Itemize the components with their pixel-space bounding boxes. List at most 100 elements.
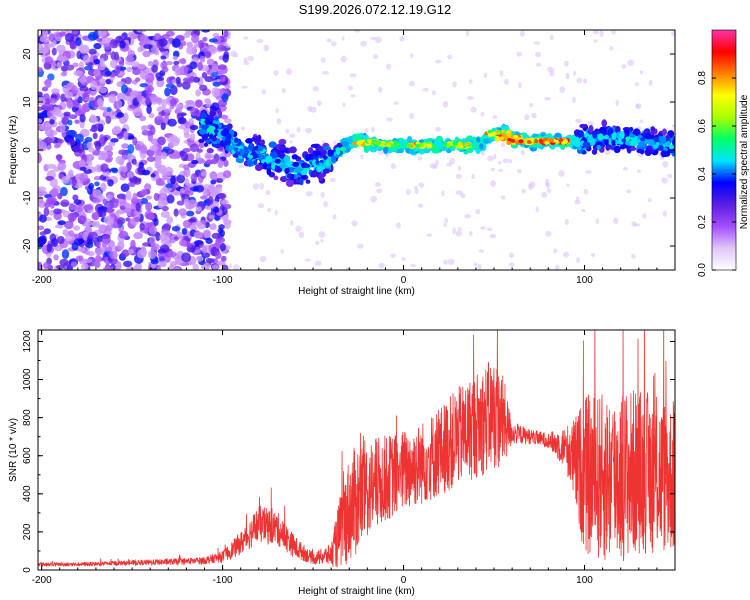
spectrum-blob xyxy=(316,165,323,173)
spectrum-blob xyxy=(212,119,220,125)
spectrum-blob xyxy=(82,54,91,64)
spectrum-blob xyxy=(127,248,135,254)
spectrum-blob xyxy=(88,182,95,190)
y-tick-label: 0 xyxy=(22,567,33,573)
spectrum-blob xyxy=(265,189,271,196)
spectrum-blob xyxy=(212,206,220,213)
x-tick-label: -200 xyxy=(32,575,52,586)
spectrum-blob xyxy=(597,133,605,141)
spectrum-blob xyxy=(57,138,64,144)
spectrum-blob xyxy=(73,204,83,214)
x-tick-label: 100 xyxy=(576,275,593,286)
spectrum-blob xyxy=(489,233,497,239)
spectrum-blob xyxy=(72,194,79,201)
spectrum-blob xyxy=(310,170,318,178)
spectrum-blob xyxy=(93,42,102,50)
spectrum-blob xyxy=(104,224,113,232)
spectrum-blob xyxy=(413,185,418,190)
spectrum-blob xyxy=(535,51,542,58)
colorbar xyxy=(711,29,737,271)
spectrum-blob xyxy=(246,159,254,167)
spectrum-blob xyxy=(259,182,265,190)
spectrum-blob xyxy=(106,106,112,113)
spectrum-blob xyxy=(662,210,667,217)
spectrum-blob xyxy=(350,94,356,98)
spectrum-blob xyxy=(214,240,221,249)
y-tick-label: 800 xyxy=(22,409,33,426)
spectrum-blob xyxy=(156,181,166,186)
spectrum-blob xyxy=(51,47,57,56)
spectrum-blob xyxy=(613,217,619,225)
spectrum-blob xyxy=(48,209,55,216)
spectrum-blob xyxy=(639,137,646,142)
spectrum-blob xyxy=(94,181,100,187)
spectrum-blob xyxy=(165,61,173,66)
x-tick-label: 100 xyxy=(576,575,593,586)
spectrum-blob xyxy=(266,167,272,176)
spectrum-blob xyxy=(339,146,347,152)
spectrum-peak xyxy=(499,136,505,141)
spectrum-blob xyxy=(363,145,370,153)
spectrum-blob xyxy=(44,127,54,137)
spectrum-blob xyxy=(88,48,97,55)
spectrum-blob xyxy=(60,71,67,77)
spectrum-blob xyxy=(107,179,114,187)
spectrum-blob xyxy=(215,251,222,260)
spectrum-blob xyxy=(275,108,279,113)
spectrum-blob xyxy=(601,119,608,128)
spectrum-blob xyxy=(590,253,596,258)
spectrum-peak xyxy=(455,144,461,149)
spectrum-blob xyxy=(211,87,221,97)
spectrum-blob xyxy=(274,209,278,216)
spectrum-blob xyxy=(103,266,110,270)
spectrum-blob xyxy=(159,188,167,198)
y-tick-label: 200 xyxy=(22,523,33,540)
spectrum-blob xyxy=(102,198,108,205)
spectrum-blob xyxy=(200,112,208,119)
spectrum-blob xyxy=(621,64,627,69)
spectrum-blob xyxy=(575,118,582,124)
spectrum-blob xyxy=(441,190,445,197)
spectrum-blob xyxy=(144,96,151,106)
spectrum-blob xyxy=(573,140,581,148)
spectrum-blob xyxy=(56,61,63,69)
spectrum-blob xyxy=(72,30,79,35)
spectrum-blob xyxy=(121,143,129,149)
spectrum-blob xyxy=(218,80,228,86)
spectrum-blob xyxy=(63,111,71,117)
spectrum-blob xyxy=(224,138,232,145)
spectrum-blob xyxy=(86,141,93,149)
spectrum-blob xyxy=(108,257,119,265)
spectrum-blob xyxy=(163,108,172,114)
colorbar-tick-label: 0.6 xyxy=(697,119,708,133)
spectrum-blob xyxy=(228,263,233,269)
spectrum-blob xyxy=(615,99,619,107)
spectrum-blob xyxy=(252,159,258,166)
spectrum-blob xyxy=(521,188,526,194)
spectrum-blob xyxy=(228,145,233,151)
spectrum-blob xyxy=(124,76,132,85)
spectrum-blob xyxy=(222,170,232,179)
spectrum-blob xyxy=(201,30,211,33)
spectrum-blob xyxy=(390,253,396,259)
spectrum-blob xyxy=(455,190,463,196)
spectrum-blob xyxy=(661,177,668,184)
spectrum-blob xyxy=(60,124,66,133)
spectrum-blob xyxy=(170,175,176,185)
spectrum-blob xyxy=(263,44,270,52)
spectrum-blob xyxy=(596,144,602,151)
spectrum-blob xyxy=(68,202,75,211)
spectrum-blob xyxy=(333,140,337,145)
spectrum-blob xyxy=(442,146,447,151)
spectrum-blob xyxy=(468,79,473,84)
spectrum-blob xyxy=(96,37,103,42)
spectrum-blob xyxy=(224,84,231,90)
spectrum-blob xyxy=(148,225,158,235)
spectrum-blob xyxy=(116,92,126,102)
spectrum-blob xyxy=(299,178,304,186)
spectrum-blob xyxy=(147,213,155,221)
spectrum-blob xyxy=(137,63,146,70)
spectrum-blob xyxy=(200,219,207,224)
spectrum-blob xyxy=(150,173,156,178)
spectrum-blob xyxy=(53,254,59,261)
